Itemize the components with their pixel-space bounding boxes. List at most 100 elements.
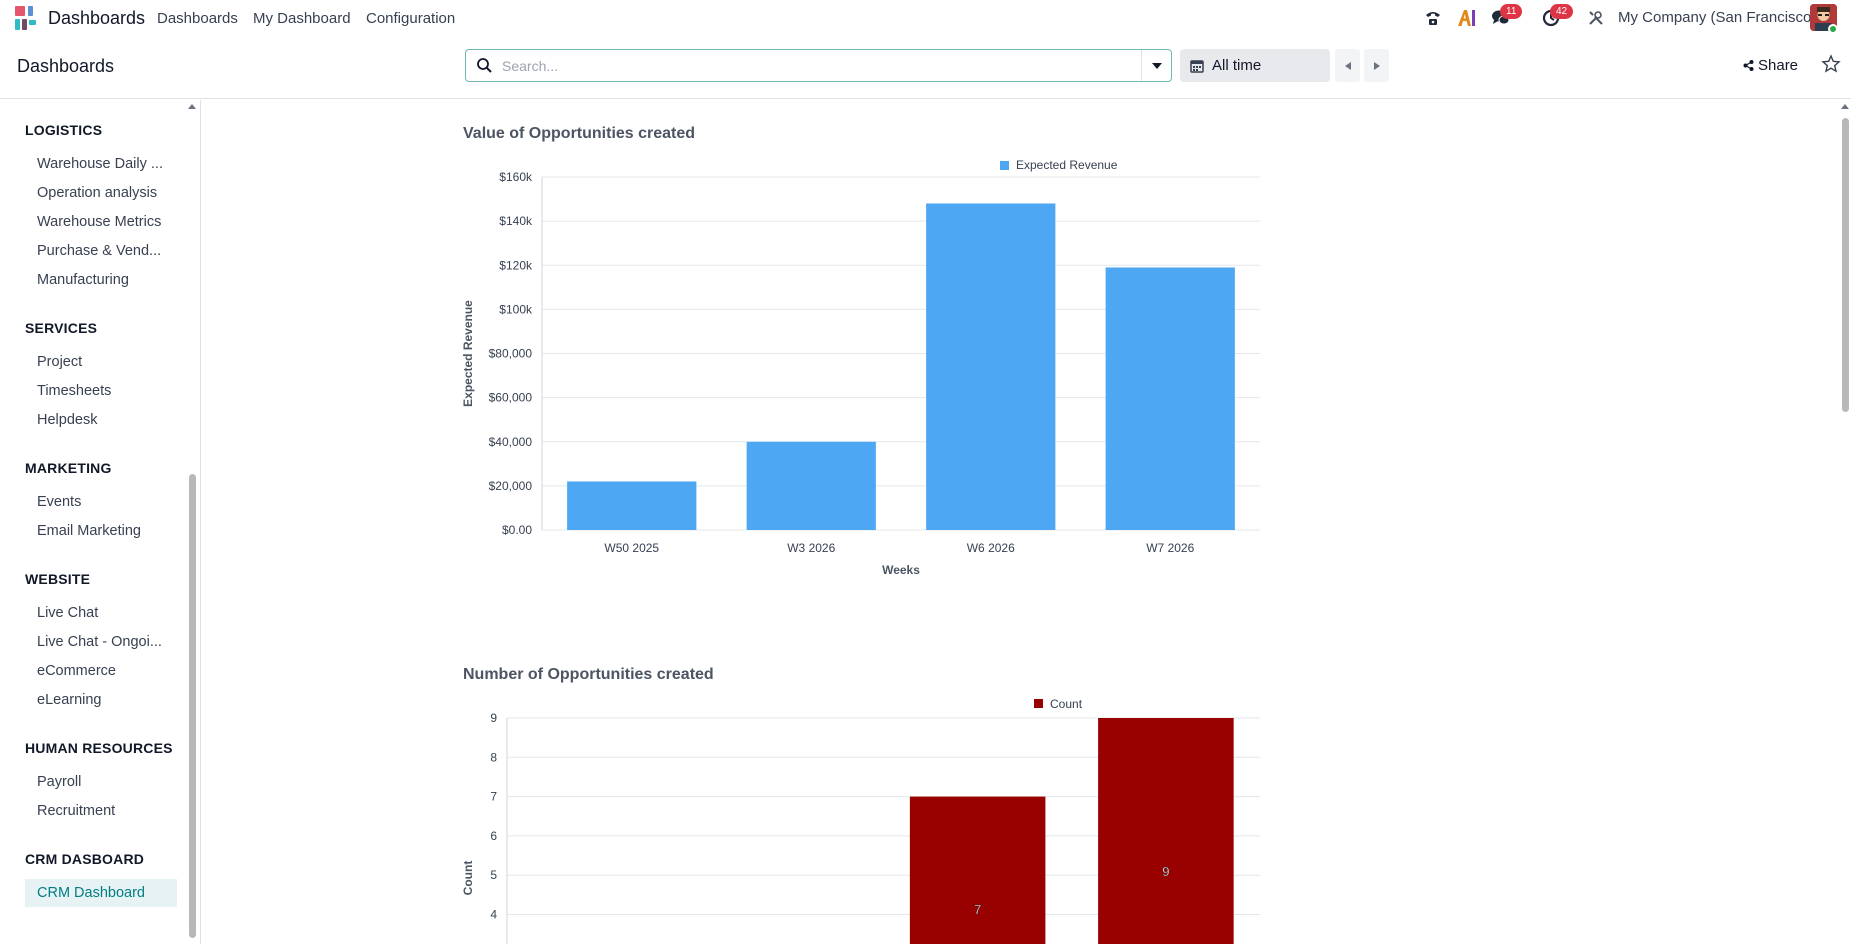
- legend-swatch: [1000, 161, 1009, 170]
- bar: [746, 441, 876, 530]
- online-status-dot: [1828, 24, 1838, 34]
- share-label: Share: [1758, 57, 1799, 74]
- calendar-icon: [1190, 59, 1204, 73]
- y-tick-label: 7: [490, 790, 497, 804]
- legend-label: Expected Revenue: [1016, 158, 1118, 172]
- y-tick-label: 9: [490, 711, 497, 725]
- phone-icon[interactable]: [1422, 7, 1444, 29]
- group-title-marketing: MARKETING: [25, 460, 112, 476]
- sidebar-item-live-chat-ongoing[interactable]: Live Chat - Ongoi...: [37, 634, 162, 650]
- search-box[interactable]: [465, 49, 1172, 82]
- search-icon: [477, 58, 492, 73]
- control-panel: Dashboards All time Share: [0, 36, 1851, 99]
- main-scroll-up-arrow[interactable]: [1841, 104, 1849, 109]
- value-opportunities-chart: Expected Revenue $0.00 $20,000 $40,000 $60,0…: [461, 158, 1260, 577]
- x-axis-label: Weeks: [882, 563, 920, 577]
- caret-down-icon: [1151, 62, 1162, 69]
- y-tick-label: $60,000: [489, 391, 533, 405]
- date-filter-label: All time: [1212, 57, 1262, 74]
- bar-data-label: 9: [1162, 864, 1169, 879]
- messages-icon[interactable]: 11: [1488, 4, 1523, 29]
- y-tick-label: $100k: [499, 302, 533, 316]
- bar: [567, 481, 697, 530]
- company-switcher[interactable]: My Company (San Francisco): [1618, 9, 1817, 26]
- top-navbar: Dashboards Dashboards My Dashboard Confi…: [0, 0, 1851, 36]
- sidebar-item-ecommerce[interactable]: eCommerce: [37, 663, 116, 679]
- previous-period-button[interactable]: [1335, 49, 1360, 82]
- count-opportunities-chart: Count 4 5 6 7 8 9 7 9 Count: [461, 697, 1260, 944]
- x-tick-label: W6 2026: [967, 541, 1015, 555]
- group-title-logistics: LOGISTICS: [25, 122, 103, 138]
- group-title-human-resources: HUMAN RESOURCES: [25, 740, 173, 756]
- sidebar-item-warehouse-metrics[interactable]: Warehouse Metrics: [37, 214, 162, 230]
- caret-right-icon: [1373, 61, 1380, 70]
- y-tick-label: $120k: [499, 258, 533, 272]
- x-tick-label: W50 2025: [604, 541, 659, 555]
- sidebar-scrollbar[interactable]: [189, 474, 196, 938]
- app-name[interactable]: Dashboards: [48, 8, 146, 28]
- sidebar-item-manufacturing[interactable]: Manufacturing: [37, 272, 129, 288]
- menu-dashboards[interactable]: Dashboards: [157, 10, 238, 27]
- y-axis-label: Count: [461, 861, 475, 896]
- sidebar-item-crm-dashboard[interactable]: CRM Dashboard: [25, 879, 177, 907]
- chart-title-count: Number of Opportunities created: [463, 666, 714, 683]
- share-icon: [1743, 60, 1754, 71]
- y-tick-label: $20,000: [489, 479, 533, 493]
- y-tick-label: 5: [490, 868, 497, 882]
- sidebar-item-helpdesk[interactable]: Helpdesk: [37, 412, 98, 428]
- sidebar-item-elearning[interactable]: eLearning: [37, 692, 102, 708]
- messages-badge: 11: [1500, 4, 1523, 19]
- y-axis-label: Expected Revenue: [461, 300, 475, 407]
- sidebar-item-payroll[interactable]: Payroll: [37, 774, 82, 790]
- menu-configuration[interactable]: Configuration: [366, 10, 456, 27]
- sidebar-item-purchase-vendor[interactable]: Purchase & Vend...: [37, 243, 162, 259]
- bar: [1098, 718, 1234, 944]
- y-tick-label: $80,000: [489, 347, 533, 361]
- x-tick-label: W7 2026: [1146, 541, 1194, 555]
- sidebar-item-live-chat[interactable]: Live Chat: [37, 605, 99, 621]
- y-tick-label: $140k: [499, 214, 533, 228]
- dashboards-app-icon[interactable]: [15, 6, 39, 30]
- y-tick-label: $40,000: [489, 435, 533, 449]
- search-options-toggle[interactable]: [1141, 50, 1171, 81]
- chart-title-value: Value of Opportunities created: [463, 125, 696, 142]
- dashboard-content: Value of Opportunities created Expected …: [202, 100, 1851, 944]
- main-scrollbar[interactable]: [1842, 118, 1849, 412]
- sidebar-item-email-marketing[interactable]: Email Marketing: [37, 523, 141, 539]
- date-filter-button[interactable]: All time: [1180, 49, 1330, 82]
- group-title-services: SERVICES: [25, 320, 98, 336]
- sidebar-item-operation-analysis[interactable]: Operation analysis: [37, 185, 158, 201]
- legend-label: Count: [1050, 697, 1083, 711]
- bar: [926, 203, 1056, 530]
- bar: [1105, 267, 1235, 530]
- sidebar-item-recruitment[interactable]: Recruitment: [37, 803, 116, 819]
- dashboard-sidebar: LOGISTICS Warehouse Daily ... Operation …: [0, 100, 201, 944]
- legend-swatch: [1034, 699, 1043, 708]
- y-tick-label: 4: [490, 908, 497, 922]
- bar-data-label: 7: [974, 902, 981, 917]
- breadcrumb[interactable]: Dashboards: [17, 56, 115, 76]
- y-tick-label: 6: [490, 829, 497, 843]
- sidebar-item-project[interactable]: Project: [37, 354, 83, 370]
- sidebar-item-timesheets[interactable]: Timesheets: [37, 383, 112, 399]
- sidebar-item-events[interactable]: Events: [37, 494, 82, 510]
- debug-tools-icon[interactable]: [1586, 7, 1606, 29]
- bar: [909, 796, 1046, 944]
- next-period-button[interactable]: [1364, 49, 1389, 82]
- favorite-star-icon[interactable]: [1821, 54, 1841, 74]
- y-tick-label: 8: [490, 750, 497, 764]
- sidebar-item-warehouse-daily[interactable]: Warehouse Daily ...: [37, 156, 163, 172]
- ai-icon[interactable]: [1456, 7, 1478, 29]
- group-title-crm-dashboard: CRM DASBOARD: [25, 851, 145, 867]
- menu-my-dashboard[interactable]: My Dashboard: [253, 10, 351, 27]
- y-tick-label: $160k: [499, 170, 533, 184]
- activities-icon[interactable]: 42: [1538, 4, 1574, 29]
- search-input[interactable]: [502, 54, 1102, 78]
- group-title-website: WEBSITE: [25, 571, 91, 587]
- activities-badge: 42: [1550, 4, 1574, 19]
- x-tick-label: W3 2026: [787, 541, 835, 555]
- y-tick-label: $0.00: [502, 523, 532, 537]
- sidebar-scroll-up-arrow[interactable]: [188, 104, 196, 109]
- share-button[interactable]: Share: [1743, 57, 1798, 74]
- caret-left-icon: [1344, 61, 1351, 70]
